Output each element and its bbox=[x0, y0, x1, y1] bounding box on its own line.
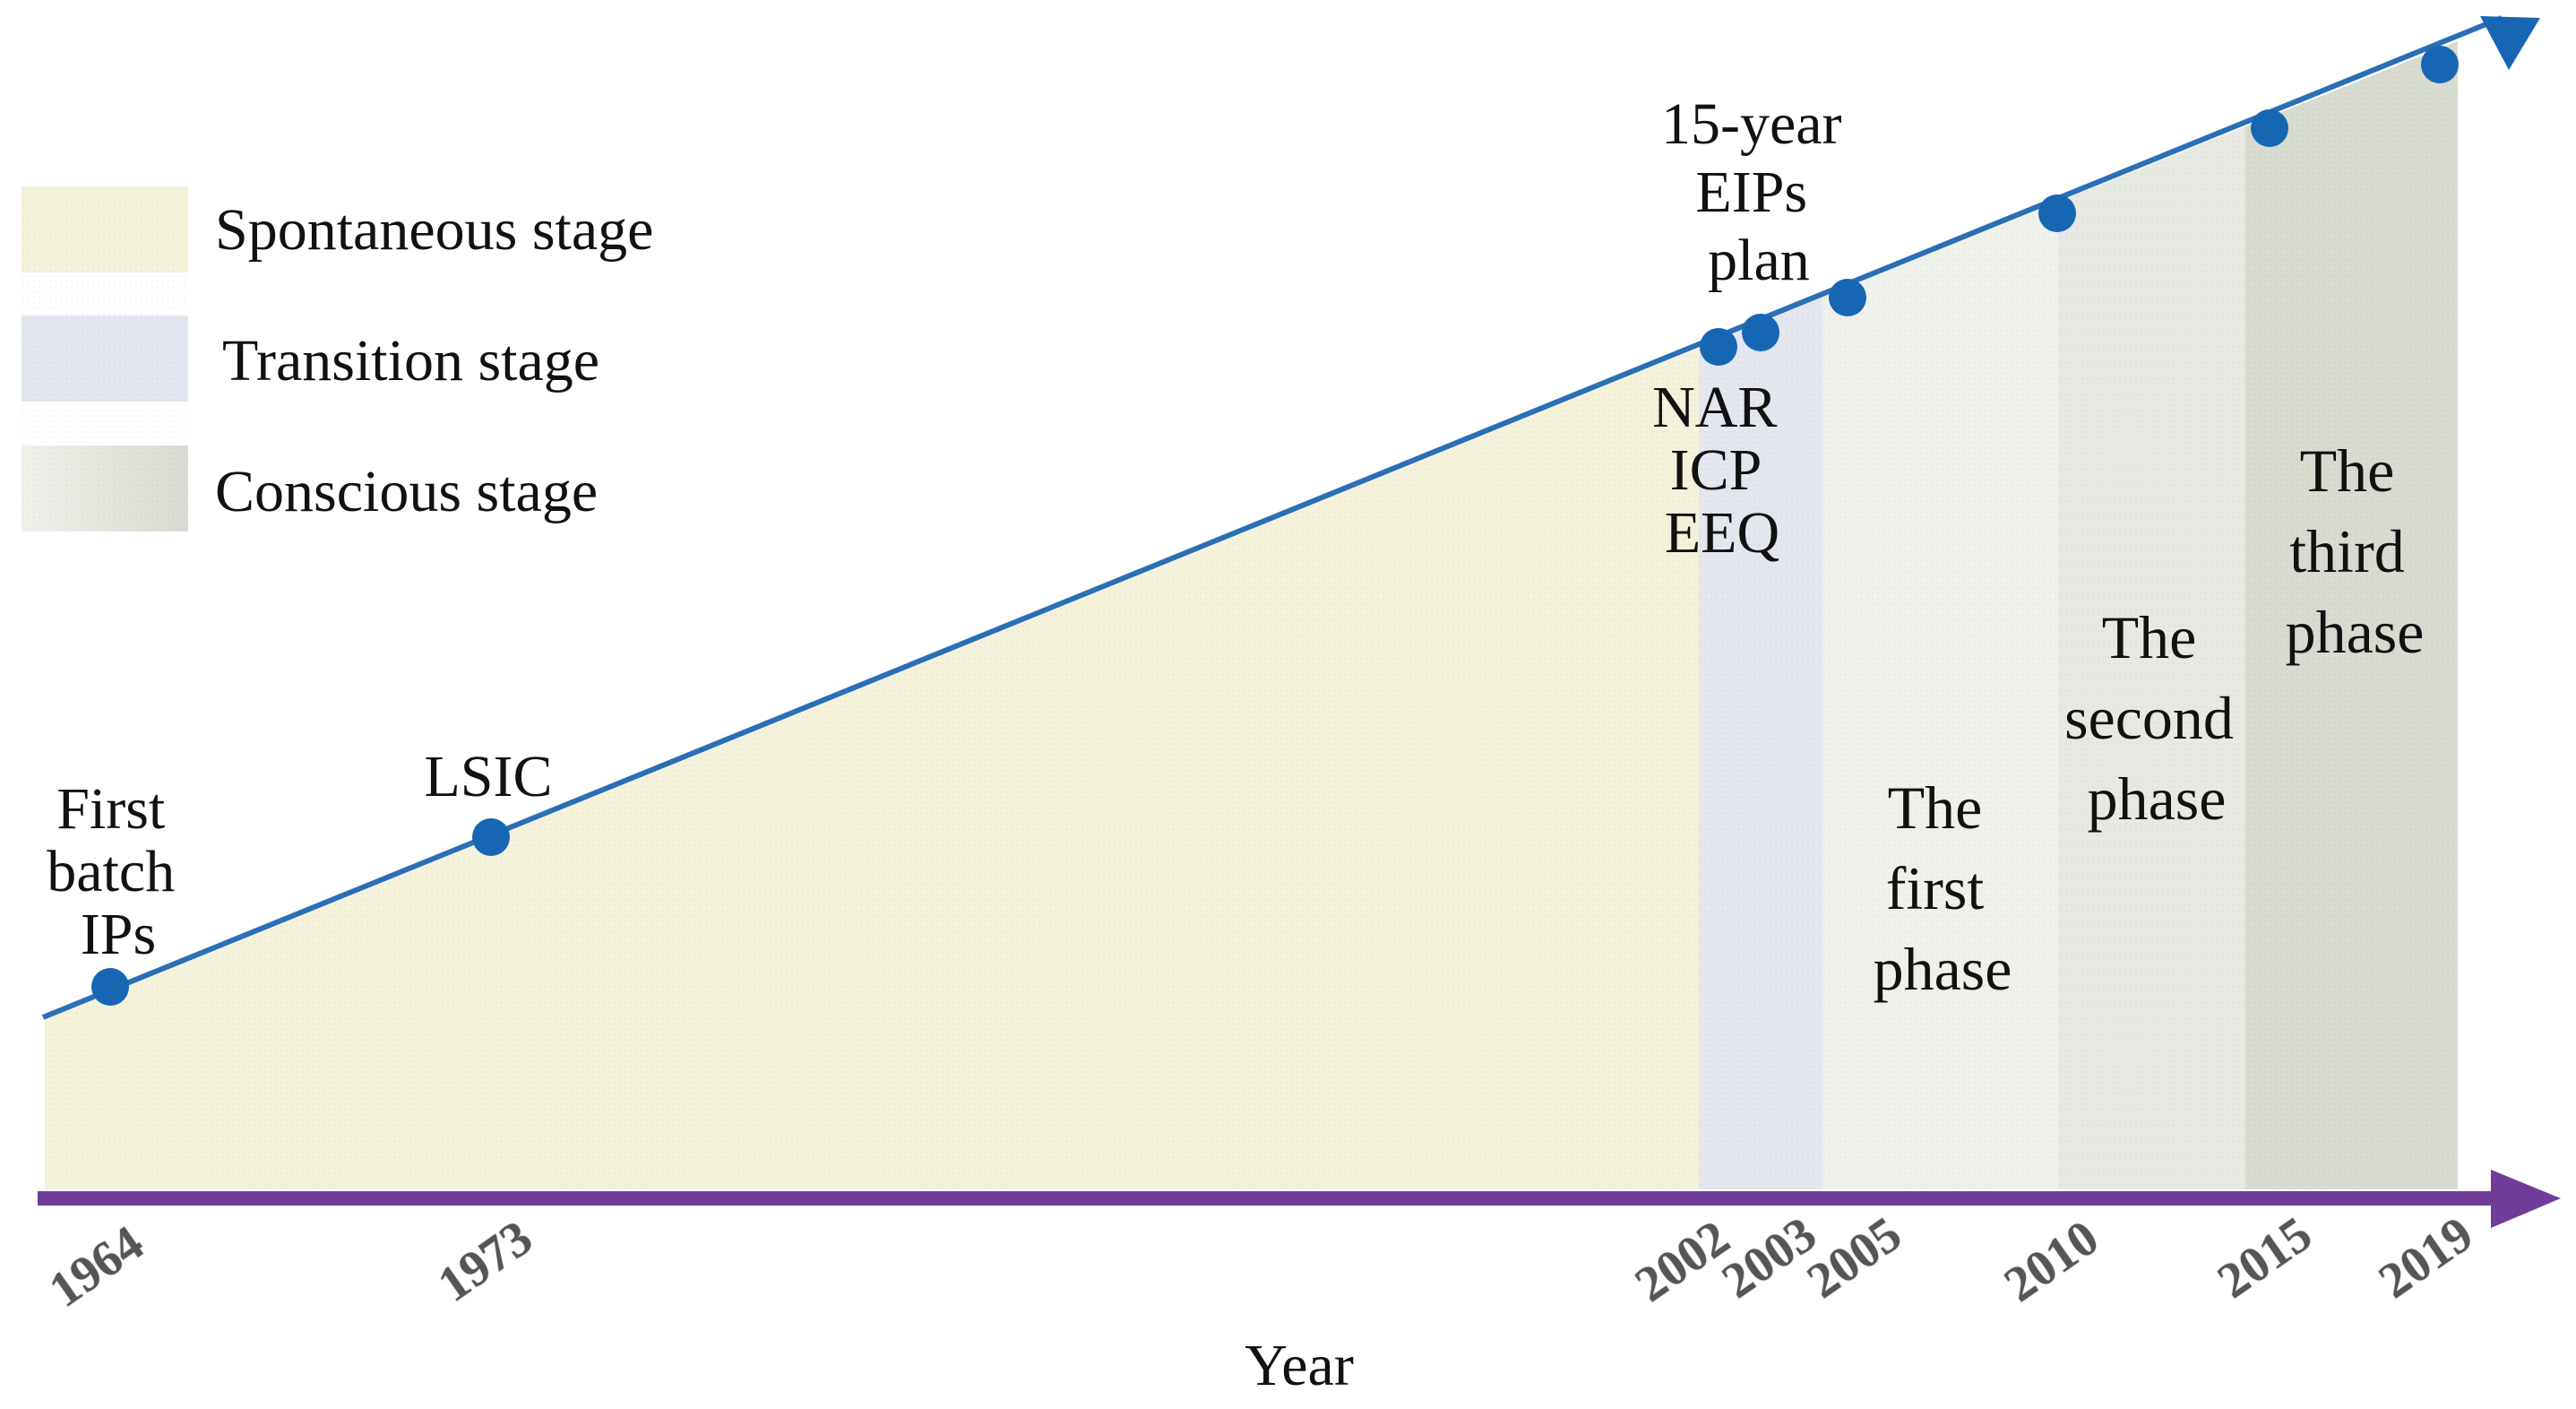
year-axis: 1964 1973 2002 2003 2005 2010 2015 2019 … bbox=[38, 1170, 2561, 1398]
stage-regions bbox=[45, 41, 2458, 1189]
event-dot-2015 bbox=[2251, 109, 2288, 147]
event-dot-1973 bbox=[472, 818, 510, 856]
tick-label-2019: 2019 bbox=[2369, 1206, 2483, 1310]
phase-labels: The first phase The second phase The thi… bbox=[1874, 437, 2425, 1003]
texture-overlay bbox=[45, 41, 2458, 1189]
event-dot-2010 bbox=[2038, 194, 2076, 232]
event-dot-2002 bbox=[1700, 328, 1737, 366]
tick-label-1973: 1973 bbox=[428, 1210, 542, 1313]
timeline-line bbox=[41, 15, 2503, 1020]
event-label-1964: First batch IPs bbox=[47, 776, 189, 967]
event-dot-1964 bbox=[91, 968, 129, 1006]
phase-label-third: The third phase bbox=[2286, 437, 2425, 666]
year-axis-arrowhead bbox=[2491, 1170, 2561, 1228]
event-dot-2005 bbox=[1829, 279, 1866, 316]
event-labels: First batch IPs LSIC NAR ICP EEQ 15-year… bbox=[47, 91, 1857, 967]
timeline-arrowhead bbox=[2480, 16, 2540, 70]
axis-title: Year bbox=[1245, 1333, 1354, 1398]
phase-label-first: The first phase bbox=[1874, 774, 2012, 1003]
event-dot-2019 bbox=[2421, 46, 2459, 83]
event-label-1973: LSIC bbox=[424, 744, 552, 809]
development-timeline bbox=[41, 15, 2540, 1020]
tick-label-2010: 2010 bbox=[1994, 1210, 2108, 1313]
legend: Spontaneous stage Transition stage Consc… bbox=[22, 186, 653, 532]
legend-swatch-texture bbox=[22, 186, 188, 532]
tick-label-2005: 2005 bbox=[1797, 1206, 1911, 1310]
phase-label-second: The second phase bbox=[2064, 603, 2249, 833]
legend-label-conscious: Conscious stage bbox=[215, 459, 598, 524]
tick-label-2015: 2015 bbox=[2208, 1206, 2322, 1310]
legend-label-spontaneous: Spontaneous stage bbox=[215, 197, 653, 263]
year-ticks: 1964 1973 2002 2003 2005 2010 2015 2019 bbox=[39, 1206, 2484, 1319]
event-label-2003: 15-year EIPs plan bbox=[1661, 91, 1857, 293]
legend-label-transition: Transition stage bbox=[222, 328, 599, 393]
event-dot-2003 bbox=[1742, 314, 1779, 351]
tick-label-1964: 1964 bbox=[39, 1215, 153, 1318]
event-label-2002: NAR ICP EEQ bbox=[1652, 375, 1792, 566]
